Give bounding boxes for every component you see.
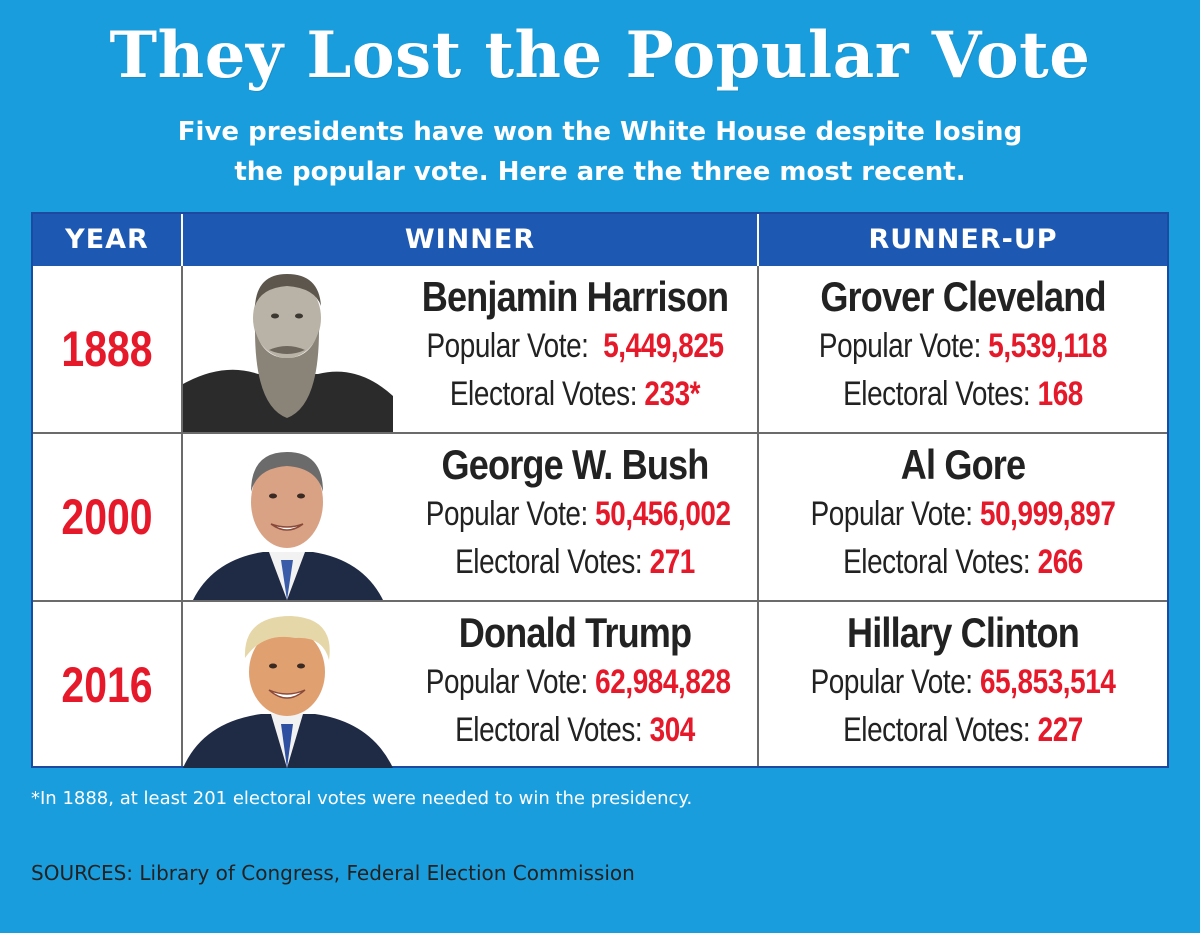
electoral-votes-value: 168 xyxy=(1037,375,1084,413)
runner-up-cell: Hillary Clinton Popular Vote: 65,853,514… xyxy=(759,608,1167,764)
winner-name: George W. Bush xyxy=(441,441,710,488)
electoral-votes-label: Electoral Votes: xyxy=(843,543,1031,581)
footnote: *In 1888, at least 201 electoral votes w… xyxy=(31,788,693,809)
header-runner-up: RUNNER-UP xyxy=(868,224,1058,255)
electoral-votes-label: Electoral Votes: xyxy=(449,375,638,413)
runner-up-cell: Al Gore Popular Vote: 50,999,897 Elector… xyxy=(759,440,1167,596)
electoral-votes-value: 233* xyxy=(644,375,701,413)
popular-vote-value: 5,539,118 xyxy=(988,327,1108,365)
popular-vote-label: Popular Vote: xyxy=(426,327,589,365)
electoral-votes-label: Electoral Votes: xyxy=(455,711,643,749)
page-subtitle: Five presidents have won the White House… xyxy=(100,112,1100,192)
table-header: YEAR WINNER RUNNER-UP xyxy=(33,214,1167,266)
year-cell: 1888 xyxy=(61,321,153,377)
row-divider xyxy=(33,432,1167,434)
year-cell: 2016 xyxy=(61,657,153,713)
header-year: YEAR xyxy=(65,224,149,255)
runner-up-name: Hillary Clinton xyxy=(847,609,1080,656)
winner-popular-vote: Popular Vote: 5,449,825 xyxy=(426,322,724,370)
page-title: They Lost the Popular Vote xyxy=(109,18,1091,93)
runner-up-electoral-votes: Electoral Votes: 168 xyxy=(796,370,1131,418)
popular-vote-value: 50,999,897 xyxy=(979,495,1116,533)
electoral-votes-label: Electoral Votes: xyxy=(455,543,643,581)
winner-cell: Benjamin Harrison Popular Vote: 5,449,82… xyxy=(393,272,757,428)
portrait-trump-icon xyxy=(183,602,393,768)
electoral-votes-label: Electoral Votes: xyxy=(843,375,1031,413)
runner-up-name: Al Gore xyxy=(900,441,1026,488)
electoral-votes-label: Electoral Votes: xyxy=(843,711,1031,749)
table-row: 1888 Benjamin Harrison Popular Vote: 5,4… xyxy=(33,266,1167,432)
popular-vote-label: Popular Vote: xyxy=(810,663,973,701)
runner-up-popular-vote: Popular Vote: 5,539,118 xyxy=(796,322,1131,370)
winner-cell: Donald Trump Popular Vote: 62,984,828 El… xyxy=(393,608,757,764)
header-divider xyxy=(181,214,183,266)
winner-popular-vote: Popular Vote: 62,984,828 xyxy=(425,658,731,706)
subtitle-line-2: the popular vote. Here are the three mos… xyxy=(234,157,966,187)
column-divider xyxy=(757,266,759,766)
portrait-bush-icon xyxy=(183,434,393,600)
winner-popular-vote: Popular Vote: 50,456,002 xyxy=(425,490,731,538)
row-divider xyxy=(33,600,1167,602)
year-cell: 2000 xyxy=(61,489,153,545)
popular-vote-label: Popular Vote: xyxy=(818,327,981,365)
winner-cell: George W. Bush Popular Vote: 50,456,002 … xyxy=(393,440,757,596)
header-winner: WINNER xyxy=(404,224,536,255)
winner-electoral-votes: Electoral Votes: 233* xyxy=(426,370,724,418)
winner-electoral-votes: Electoral Votes: 304 xyxy=(426,706,724,754)
portrait-harrison-icon xyxy=(183,266,393,432)
popular-vote-label: Popular Vote: xyxy=(810,495,973,533)
electoral-votes-value: 227 xyxy=(1037,711,1084,749)
runner-up-popular-vote: Popular Vote: 50,999,897 xyxy=(796,490,1131,538)
header-divider xyxy=(757,214,759,266)
electoral-votes-value: 271 xyxy=(649,543,696,581)
results-table: YEAR WINNER RUNNER-UP 1888 Benjamin Harr… xyxy=(31,212,1169,768)
winner-name: Benjamin Harrison xyxy=(421,273,729,320)
popular-vote-label: Popular Vote: xyxy=(425,495,588,533)
runner-up-popular-vote: Popular Vote: 65,853,514 xyxy=(796,658,1131,706)
popular-vote-label: Popular Vote: xyxy=(425,663,588,701)
winner-electoral-votes: Electoral Votes: 271 xyxy=(426,538,724,586)
runner-up-electoral-votes: Electoral Votes: 266 xyxy=(796,538,1131,586)
electoral-votes-value: 304 xyxy=(649,711,696,749)
popular-vote-value: 5,449,825 xyxy=(603,327,724,365)
popular-vote-value: 62,984,828 xyxy=(595,663,731,701)
runner-up-cell: Grover Cleveland Popular Vote: 5,539,118… xyxy=(759,272,1167,428)
sources: SOURCES: Library of Congress, Federal El… xyxy=(31,861,635,885)
popular-vote-value: 65,853,514 xyxy=(979,663,1116,701)
column-divider xyxy=(181,266,183,766)
table-row: 2000 George W. Bush Popular Vote: 50,456… xyxy=(33,434,1167,600)
subtitle-line-1: Five presidents have won the White House… xyxy=(177,117,1023,147)
popular-vote-value: 50,456,002 xyxy=(595,495,731,533)
table-row: 2016 Donald Trump Popular Vote: 62,984,8… xyxy=(33,602,1167,768)
runner-up-name: Grover Cleveland xyxy=(820,273,1106,320)
electoral-votes-value: 266 xyxy=(1037,543,1084,581)
runner-up-electoral-votes: Electoral Votes: 227 xyxy=(796,706,1131,754)
winner-name: Donald Trump xyxy=(458,609,692,656)
